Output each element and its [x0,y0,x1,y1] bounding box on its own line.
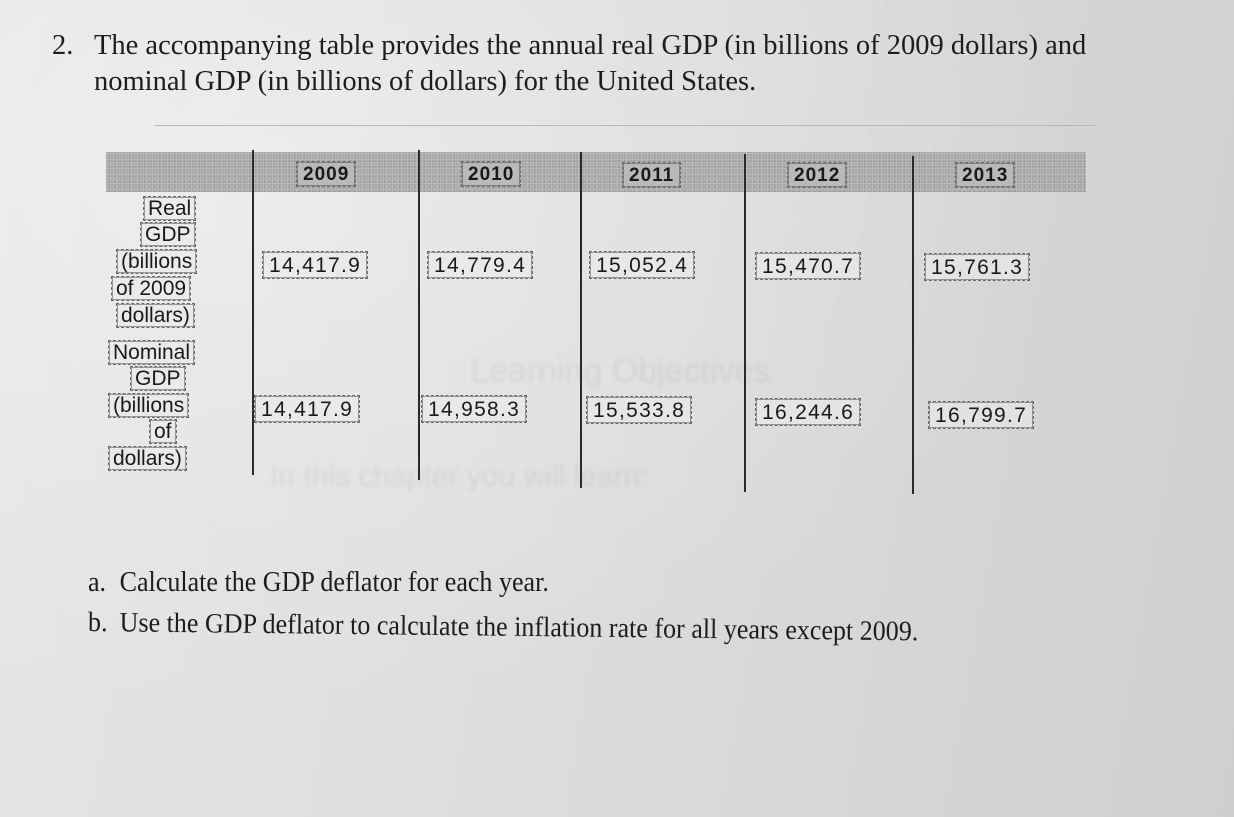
subquestion-letter: b. [87,607,108,639]
row-label-nominal-line: (billions [108,393,190,418]
column-divider [252,150,254,475]
real-gdp-2009: 14,417.9 [262,251,369,279]
nominal-gdp-2013: 16,799.7 [928,401,1035,429]
row-label-real-line: GDP [140,222,196,247]
row-label-nominal-line: of [149,419,177,444]
column-header-2013: 2013 [955,162,1016,188]
question-number: 2. [52,30,74,61]
row-label-real-line: (billions [116,249,198,274]
row-label-nominal-line: dollars) [108,446,187,471]
row-label-real-line: Real [143,196,197,221]
question-line-2: nominal GDP (in billions of dollars) for… [94,66,757,97]
column-header-2009: 2009 [296,161,357,187]
nominal-gdp-2011: 15,533.8 [586,396,693,424]
column-divider [912,156,914,494]
real-gdp-2012: 15,470.7 [755,252,862,280]
nominal-gdp-2010: 14,958.3 [421,395,528,423]
row-label-real-line: of 2009 [111,276,192,301]
nominal-gdp-2009: 14,417.9 [254,395,361,423]
column-divider [744,154,746,492]
subquestion-text: Calculate the GDP deflator for each year… [119,567,549,598]
subquestion-b: b. Use the GDP deflator to calculate the … [88,606,919,649]
real-gdp-2010: 14,779.4 [427,251,534,279]
column-header-2010: 2010 [461,161,522,187]
column-header-2012: 2012 [787,162,848,188]
divider-rule [155,125,1095,126]
question-line-1: 2. The accompanying table provides the an… [52,28,1192,64]
question-text-1: The accompanying table provides the annu… [94,30,1087,61]
subquestion-text: Use the GDP deflator to calculate the in… [119,607,919,648]
column-divider [418,150,420,480]
row-label-nominal-line: Nominal [108,340,196,365]
subquestion-a: a. Calculate the GDP deflator for each ye… [88,566,549,600]
show-through-text: Learning Objectives [470,352,771,390]
column-header-2011: 2011 [622,162,682,188]
real-gdp-2013: 15,761.3 [924,253,1031,281]
subquestion-letter: a. [88,567,107,598]
question-2: 2. The accompanying table provides the an… [52,28,1192,100]
show-through-text: In this chapter you will learn: [270,460,649,493]
table-header-bar [106,152,1086,192]
nominal-gdp-2012: 16,244.6 [755,398,862,426]
row-label-real-line: dollars) [116,303,195,328]
column-divider [580,152,582,488]
row-label-nominal-line: GDP [130,366,186,391]
real-gdp-2011: 15,052.4 [589,251,696,279]
